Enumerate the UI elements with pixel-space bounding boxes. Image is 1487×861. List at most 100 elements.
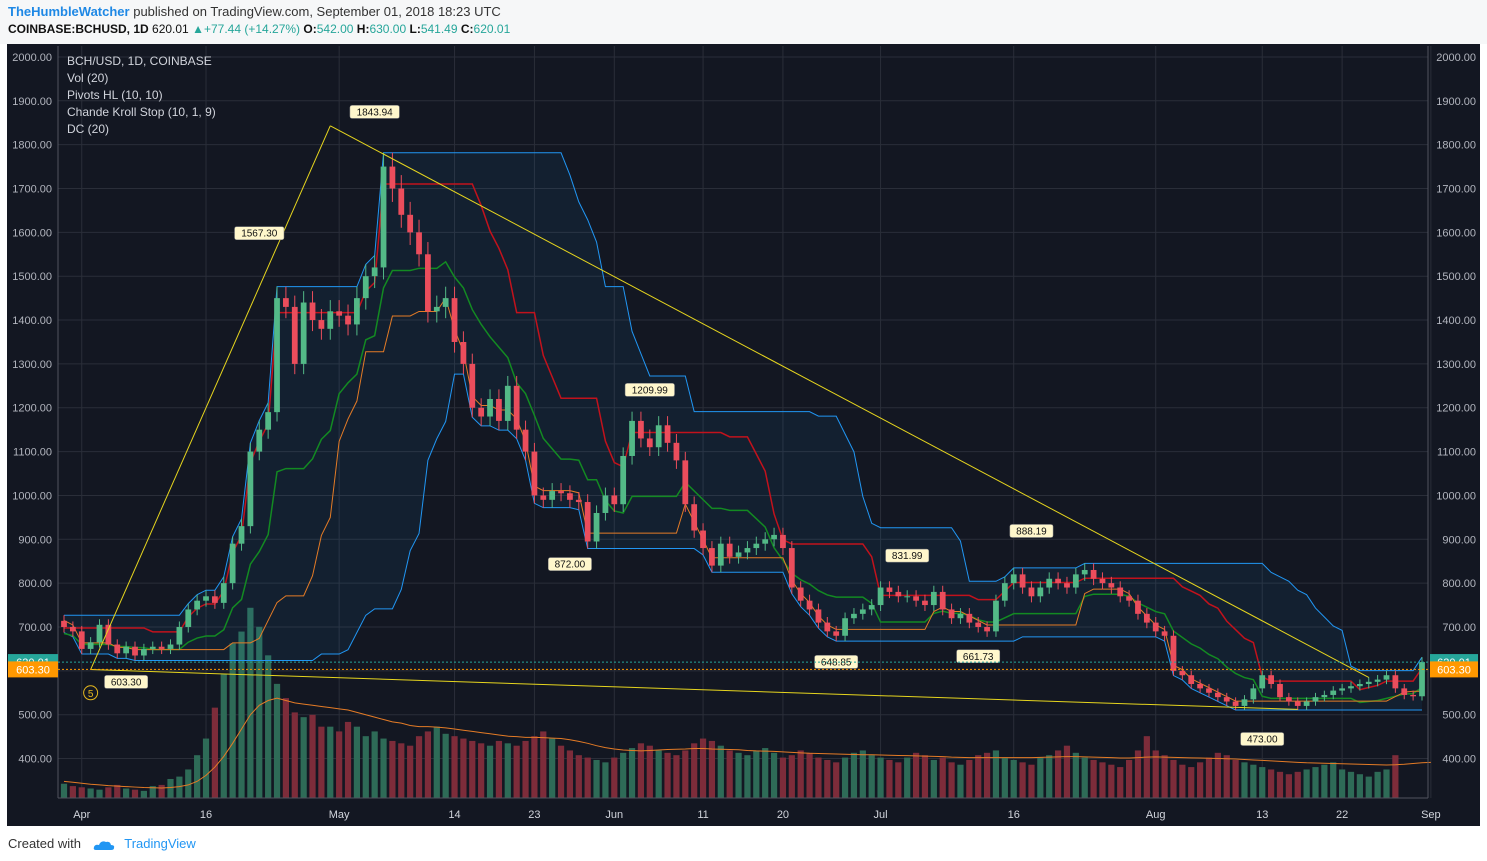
candle-body (966, 613, 973, 623)
candle-body (904, 596, 911, 598)
candle-body (1099, 578, 1106, 584)
candle-body (1241, 699, 1248, 706)
candle-body (433, 306, 440, 312)
price-chart[interactable]: 1567.30 1843.94 1209.99 831.99 888.19 603.30 8… (0, 44, 1487, 826)
volume-bar (1356, 774, 1363, 798)
candle-body (1285, 697, 1292, 702)
low-value: 541.49 (420, 22, 458, 36)
price-tick-left: 2000.00 (12, 52, 52, 64)
candle-body (1135, 600, 1141, 614)
price-tick-right: 1700.00 (1436, 184, 1476, 196)
volume-bar (1170, 759, 1177, 798)
tradingview-brand-link[interactable]: TradingView (124, 836, 196, 851)
price-badge-right-label: 603.30 (1437, 664, 1471, 676)
candle-body (274, 298, 280, 413)
volume-bar (256, 626, 263, 798)
volume-bar (1072, 752, 1079, 798)
candle-body (1188, 675, 1195, 684)
symbol-label: COINBASE:BCHUSD, 1D (8, 22, 149, 36)
candle-body (149, 646, 156, 649)
volume-bar (353, 726, 361, 798)
candle-body (416, 232, 422, 255)
volume-bar (424, 731, 432, 798)
volume-bar (96, 789, 103, 798)
candle-body (1223, 697, 1230, 702)
volume-bar (238, 631, 245, 798)
volume-bar (744, 755, 751, 798)
volume-bar (637, 743, 645, 798)
volume-bar (1347, 771, 1355, 798)
candle-body (1214, 692, 1221, 698)
candle-body (380, 166, 387, 268)
volume-bar (549, 738, 556, 798)
volume-bar (433, 726, 440, 798)
volume-bar (140, 790, 147, 798)
legend-item-vol[interactable]: Vol (20) (67, 71, 108, 85)
price-axis[interactable]: 400.00400.00500.00500.00600.00600.00700.… (12, 46, 1476, 798)
candle-body (105, 624, 112, 645)
volume-bar (753, 750, 760, 798)
low-label: L: (409, 22, 421, 36)
candle-body (398, 188, 405, 215)
volume-bar (1099, 762, 1106, 798)
trendline (330, 125, 1369, 678)
volume-bar (1312, 767, 1319, 798)
volume-bar (620, 752, 627, 798)
candle-body (575, 499, 582, 503)
volume-bar (211, 707, 218, 798)
candle-body (1126, 596, 1132, 601)
pivot-label-box (956, 649, 1001, 664)
volume-bar (105, 787, 112, 798)
volume-bar (1223, 755, 1230, 798)
candle-body (1019, 574, 1026, 588)
volume-bar (1285, 774, 1292, 798)
legend-item-kroll[interactable]: Chande Kroll Stop (10, 1, 9) (67, 105, 216, 119)
tradingview-cloud-icon (93, 840, 114, 850)
volume-bar (1250, 764, 1257, 798)
volume-bar (833, 762, 840, 798)
volume-bar (1161, 755, 1168, 798)
legend-item-dc[interactable]: DC (20) (67, 122, 109, 136)
candle-body (948, 609, 955, 619)
candle-body (567, 493, 573, 500)
candle-body (673, 442, 680, 461)
price-tick-right: 700.00 (1442, 622, 1476, 634)
candle-body (291, 306, 298, 364)
time-axis[interactable]: Apr 16 May 14 23 Jun 11 20 Jul 16 Aug 13 22 Sep (58, 797, 1441, 821)
price-tick-right: 1200.00 (1436, 403, 1476, 415)
legend[interactable]: BCH/USD, 1D, COINBASE Vol (20) Pivots HL… (67, 54, 216, 136)
price-badge-left (8, 661, 58, 678)
candle-body (265, 412, 272, 430)
volume-bar (1179, 764, 1186, 798)
candle-body (1090, 569, 1097, 579)
candle-body (504, 385, 511, 421)
candle-body (389, 166, 396, 189)
price-tick-right: 2000.00 (1436, 52, 1476, 64)
price-tick-right: 800.00 (1442, 578, 1476, 590)
candle-body (797, 587, 804, 601)
candle-body (709, 548, 715, 566)
volume-bar (1303, 769, 1310, 798)
volume-bar (273, 683, 281, 798)
volume-bar (699, 738, 707, 798)
volume-bar (1143, 736, 1150, 798)
publish-line: TheHumbleWatcher published on TradingVie… (8, 4, 501, 19)
volume-bar (504, 743, 511, 798)
candle-body (1294, 701, 1301, 706)
pivot-label-box (1240, 732, 1285, 746)
candle-body (158, 646, 165, 649)
candle-body (442, 298, 449, 307)
candle-body (833, 631, 840, 636)
volume-bar (202, 738, 210, 798)
volume-bar (1117, 767, 1124, 798)
candle-body (682, 460, 689, 505)
trendlines[interactable] (90, 125, 1369, 710)
candle-body (1108, 583, 1115, 588)
time-tick: Jun (605, 809, 623, 821)
candle-body (788, 548, 795, 588)
volume-bar (1028, 764, 1035, 798)
candle-body (1001, 583, 1008, 601)
author-link[interactable]: TheHumbleWatcher (8, 4, 130, 19)
volume-bar (291, 712, 298, 798)
legend-item-pivots[interactable]: Pivots HL (10, 10) (67, 88, 163, 102)
